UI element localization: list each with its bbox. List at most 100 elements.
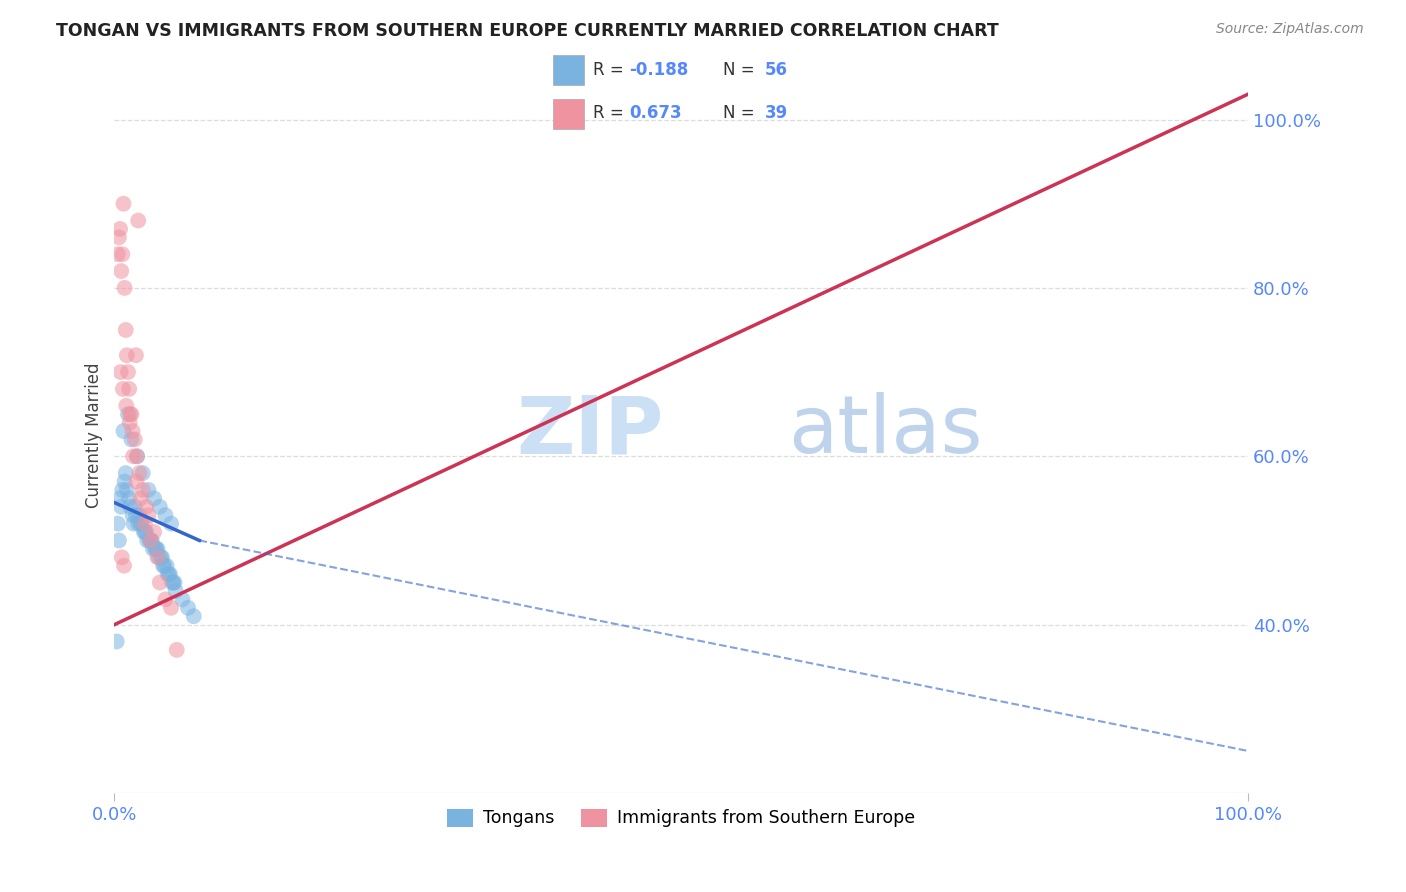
- Point: [118, 382, 141, 396]
- Point: [132, 524, 155, 539]
- Point: [155, 558, 177, 573]
- Point: [120, 500, 142, 514]
- Point: [108, 491, 131, 506]
- Point: [142, 541, 165, 556]
- Point: [108, 533, 131, 548]
- Point: [111, 550, 134, 565]
- Point: [122, 450, 145, 464]
- Point: [152, 558, 174, 573]
- Point: [120, 433, 142, 447]
- Text: 39: 39: [765, 104, 789, 122]
- Point: [127, 213, 149, 227]
- Point: [166, 643, 188, 657]
- Point: [120, 407, 142, 421]
- Point: [115, 348, 138, 362]
- Point: [143, 541, 166, 556]
- Point: [114, 323, 136, 337]
- Point: [146, 550, 169, 565]
- Point: [121, 508, 143, 523]
- Point: [111, 247, 134, 261]
- Point: [134, 524, 156, 539]
- Point: [143, 524, 166, 539]
- Point: [125, 348, 148, 362]
- Legend: Tongans, Immigrants from Southern Europe: Tongans, Immigrants from Southern Europe: [440, 802, 922, 834]
- Point: [128, 466, 150, 480]
- Point: [141, 533, 163, 548]
- Point: [155, 508, 177, 523]
- Point: [115, 399, 138, 413]
- Point: [160, 600, 183, 615]
- Point: [107, 516, 129, 531]
- Point: [134, 516, 156, 531]
- Point: [110, 365, 132, 379]
- Point: [125, 475, 148, 489]
- Point: [127, 516, 149, 531]
- Point: [172, 592, 194, 607]
- Point: [138, 483, 160, 497]
- Point: [145, 541, 167, 556]
- Text: R =: R =: [593, 61, 628, 78]
- Point: [163, 575, 186, 590]
- FancyBboxPatch shape: [554, 55, 583, 85]
- Point: [135, 524, 157, 539]
- Point: [149, 550, 172, 565]
- Point: [110, 264, 132, 278]
- Point: [114, 466, 136, 480]
- Point: [183, 609, 205, 624]
- Point: [125, 508, 148, 523]
- Point: [132, 466, 155, 480]
- Point: [114, 281, 136, 295]
- FancyBboxPatch shape: [554, 99, 583, 129]
- Point: [111, 382, 134, 396]
- Point: [131, 516, 153, 531]
- Point: [125, 450, 148, 464]
- Point: [150, 550, 173, 565]
- Point: [155, 592, 177, 607]
- Point: [157, 567, 180, 582]
- Point: [138, 533, 160, 548]
- Point: [112, 424, 135, 438]
- Text: 0.673: 0.673: [628, 104, 682, 122]
- Point: [108, 230, 131, 244]
- Point: [107, 247, 129, 261]
- Point: [114, 475, 136, 489]
- Point: [121, 424, 143, 438]
- Point: [143, 491, 166, 506]
- Point: [139, 533, 162, 548]
- Point: [159, 567, 181, 582]
- Point: [139, 533, 162, 548]
- Text: N =: N =: [723, 104, 759, 122]
- Point: [108, 222, 131, 236]
- Point: [129, 491, 152, 506]
- Point: [112, 558, 135, 573]
- Point: [117, 365, 139, 379]
- Point: [160, 516, 183, 531]
- Point: [177, 600, 200, 615]
- Point: [132, 483, 155, 497]
- Point: [149, 500, 172, 514]
- Point: [138, 508, 160, 523]
- Point: [153, 558, 176, 573]
- Point: [125, 450, 148, 464]
- Point: [136, 533, 159, 548]
- Point: [160, 575, 183, 590]
- Text: TONGAN VS IMMIGRANTS FROM SOUTHERN EUROPE CURRENTLY MARRIED CORRELATION CHART: TONGAN VS IMMIGRANTS FROM SOUTHERN EUROP…: [56, 22, 1000, 40]
- Point: [148, 550, 170, 565]
- Point: [118, 491, 141, 506]
- Point: [118, 416, 141, 430]
- Text: R =: R =: [593, 104, 628, 122]
- Text: -0.188: -0.188: [628, 61, 688, 78]
- Point: [135, 500, 157, 514]
- Point: [128, 508, 150, 523]
- Point: [105, 634, 128, 648]
- Point: [129, 516, 152, 531]
- Text: N =: N =: [723, 61, 759, 78]
- Point: [111, 483, 134, 497]
- Point: [112, 196, 135, 211]
- Text: 56: 56: [765, 61, 787, 78]
- Point: [117, 407, 139, 421]
- Text: ZIP: ZIP: [517, 392, 664, 470]
- Point: [162, 575, 184, 590]
- Y-axis label: Currently Married: Currently Married: [86, 362, 103, 508]
- Point: [156, 567, 179, 582]
